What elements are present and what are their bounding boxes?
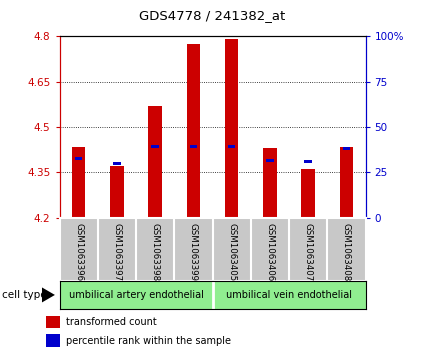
Bar bbox=[75, 157, 82, 160]
Text: GSM1063405: GSM1063405 bbox=[227, 223, 236, 281]
Text: percentile rank within the sample: percentile rank within the sample bbox=[66, 336, 231, 346]
Bar bbox=[263, 148, 277, 218]
Text: GSM1063407: GSM1063407 bbox=[303, 223, 313, 281]
Bar bbox=[113, 162, 121, 165]
Text: GSM1063399: GSM1063399 bbox=[189, 223, 198, 281]
Bar bbox=[343, 147, 350, 150]
Bar bbox=[60, 281, 212, 309]
Bar bbox=[151, 145, 159, 148]
Bar bbox=[304, 160, 312, 163]
Text: GSM1063396: GSM1063396 bbox=[74, 223, 83, 281]
Bar bbox=[225, 39, 238, 218]
Text: GSM1063408: GSM1063408 bbox=[342, 223, 351, 281]
Text: GSM1063397: GSM1063397 bbox=[112, 223, 122, 281]
Text: GSM1063406: GSM1063406 bbox=[265, 223, 275, 281]
Bar bbox=[110, 166, 124, 218]
Bar bbox=[46, 315, 60, 328]
Bar bbox=[228, 145, 235, 148]
Bar bbox=[72, 147, 85, 218]
Bar bbox=[187, 44, 200, 218]
Text: GDS4778 / 241382_at: GDS4778 / 241382_at bbox=[139, 9, 286, 22]
Text: GSM1063398: GSM1063398 bbox=[150, 223, 160, 281]
Text: umbilical artery endothelial: umbilical artery endothelial bbox=[68, 290, 204, 300]
Bar bbox=[301, 170, 315, 218]
Bar bbox=[46, 334, 60, 347]
Text: umbilical vein endothelial: umbilical vein endothelial bbox=[226, 290, 352, 300]
Bar bbox=[340, 147, 353, 218]
Bar bbox=[190, 145, 197, 148]
Polygon shape bbox=[42, 287, 55, 302]
Bar bbox=[148, 106, 162, 218]
Bar bbox=[212, 281, 366, 309]
Text: cell type: cell type bbox=[2, 290, 47, 300]
Bar bbox=[266, 159, 274, 162]
Text: transformed count: transformed count bbox=[66, 317, 157, 327]
